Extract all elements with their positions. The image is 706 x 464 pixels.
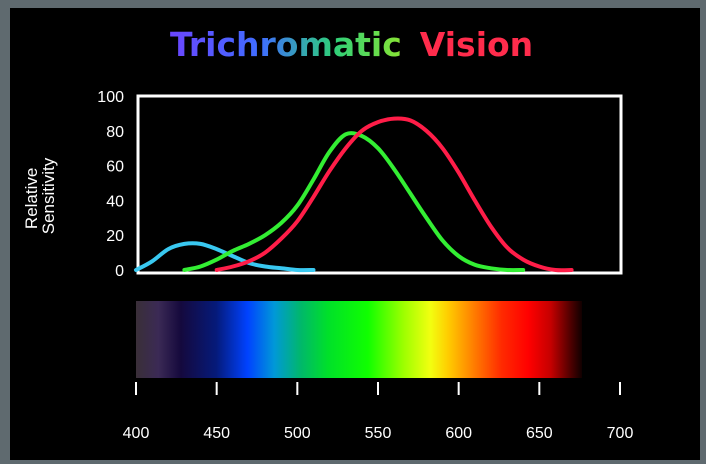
spectrum-band <box>136 301 582 378</box>
chart-title: Trichromatic Vision <box>170 25 533 64</box>
title-word-2: Vision <box>420 25 533 64</box>
x-tick-label: 700 <box>607 425 634 442</box>
y-tick-labels: 0 20 40 60 80 100 <box>97 89 124 280</box>
l-cone-curve <box>214 116 574 273</box>
chart-frame: Trichromatic Vision Relative Sensitivity … <box>10 8 700 460</box>
x-tick-label: 400 <box>123 425 150 442</box>
y-axis-label-line-1: Relative <box>22 168 41 229</box>
x-tick-label: 600 <box>445 425 472 442</box>
x-tick-label: 550 <box>365 425 392 442</box>
s-cone-curve <box>134 241 316 273</box>
x-tick-label: 500 <box>284 425 311 442</box>
x-tick-label: 450 <box>203 425 230 442</box>
plot-area <box>136 94 623 275</box>
title-word-1: Trichromatic <box>170 25 402 64</box>
y-tick-label: 100 <box>97 89 124 106</box>
y-tick-label: 20 <box>106 228 124 245</box>
y-axis-label-line-2: Sensitivity <box>39 157 58 234</box>
y-axis-label: Relative Sensitivity <box>22 157 58 234</box>
wavelength-axis: 400 450 500 550 600 650 700 <box>123 382 634 442</box>
y-tick-label: 40 <box>106 193 124 210</box>
sensitivity-curves <box>134 116 574 273</box>
y-tick-label: 60 <box>106 159 124 176</box>
x-tick-label: 650 <box>526 425 553 442</box>
trichromatic-chart: Trichromatic Vision Relative Sensitivity … <box>22 25 634 442</box>
m-cone-curve <box>182 131 526 273</box>
y-tick-label: 80 <box>106 124 124 141</box>
y-tick-label: 0 <box>115 263 124 280</box>
